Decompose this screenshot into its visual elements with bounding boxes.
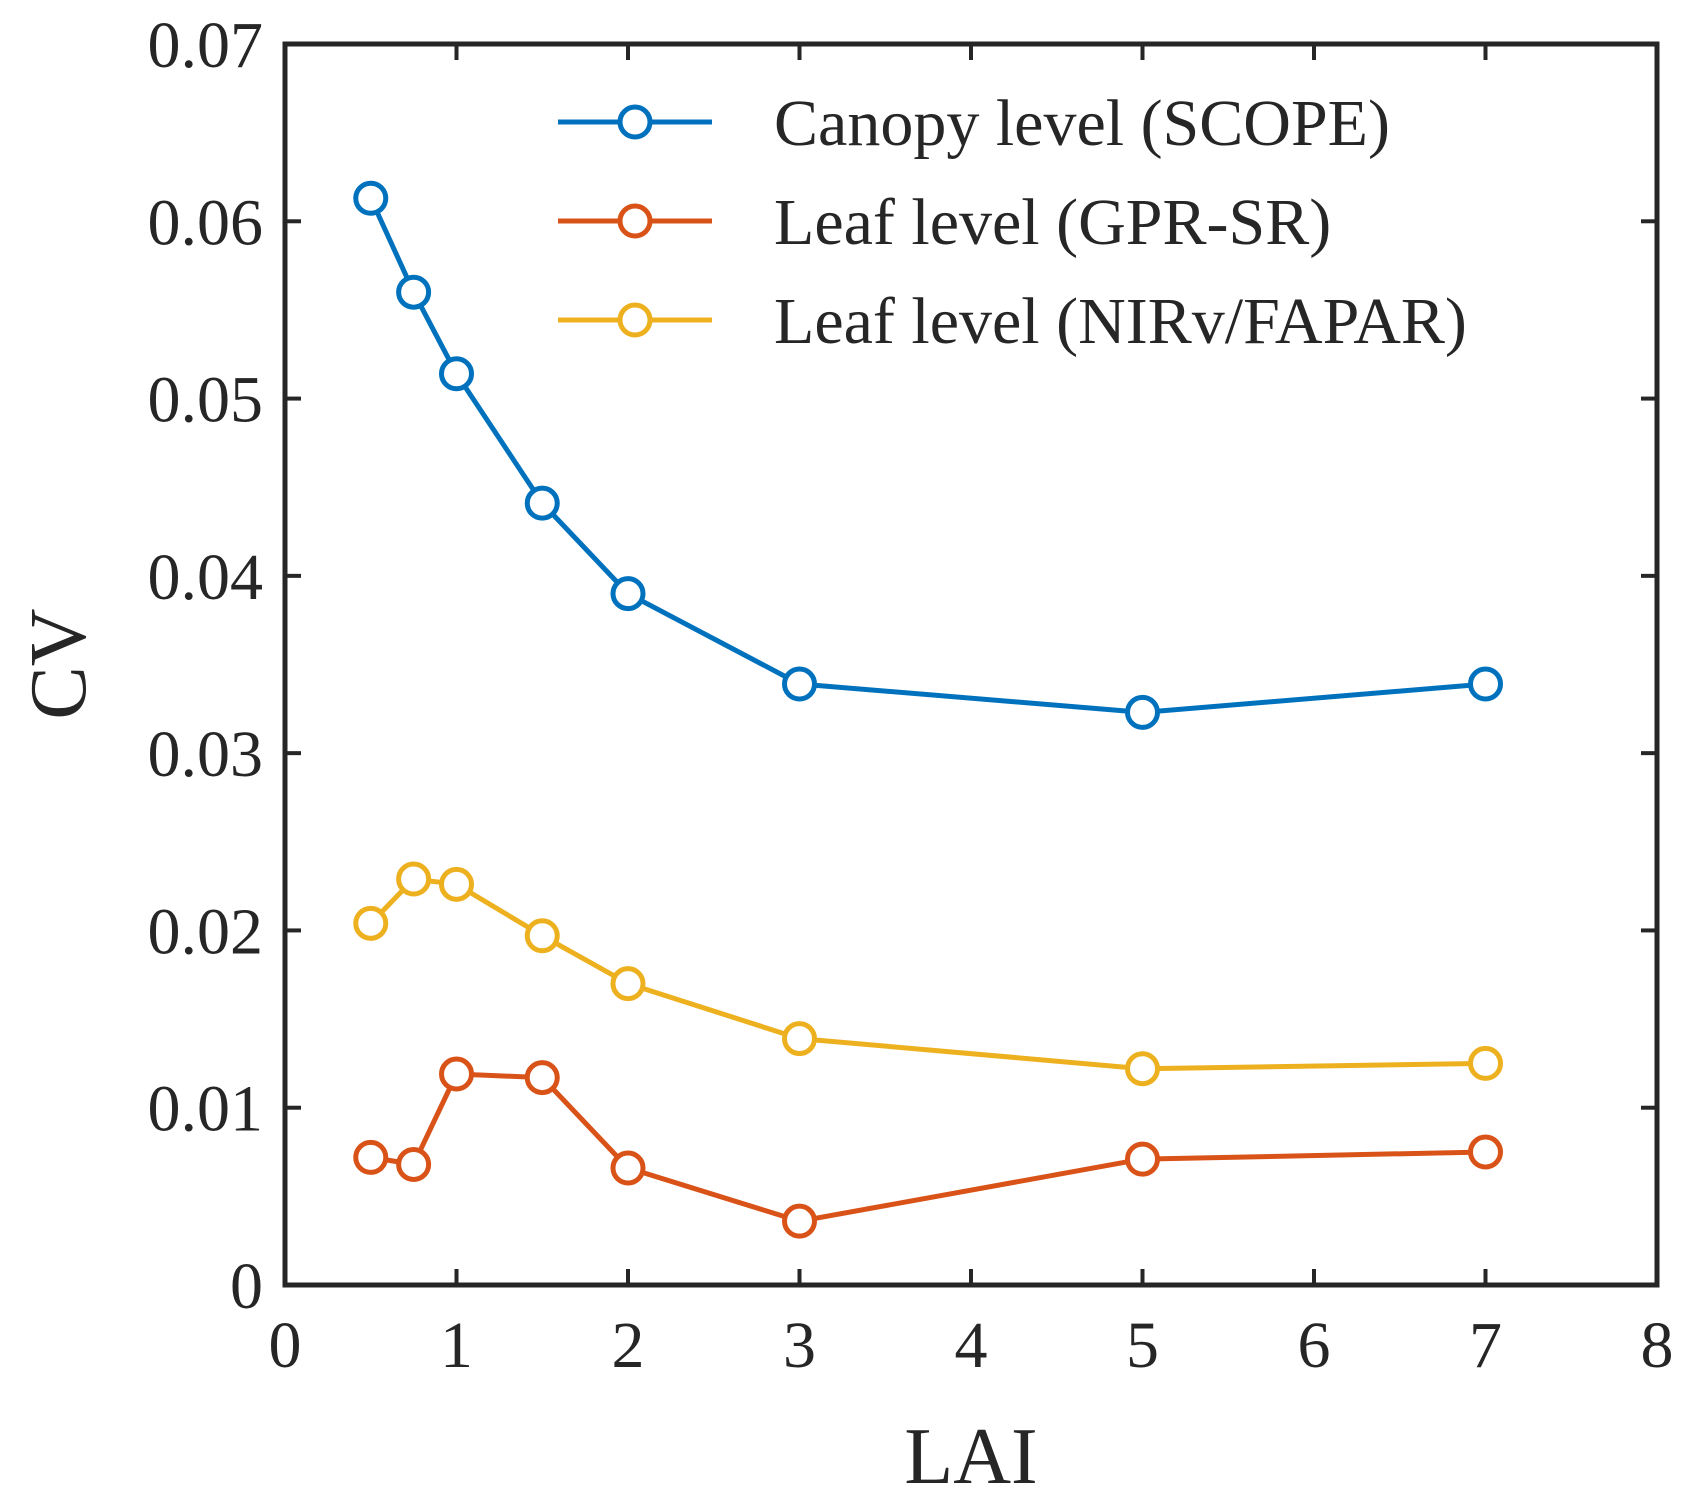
y-tick-label: 0.05 [148,364,264,437]
y-axis-label: CV [15,608,103,719]
data-point [610,1150,646,1186]
y-tick-label: 0.01 [148,1073,264,1146]
data-point [782,1203,817,1239]
x-axis-label: LAI [904,1413,1037,1501]
ticks-layer: 0 1 2 3 4 5 6 7 8 0 0.01 0.02 0.03 0.04 0.05 0.06 0.07 [148,9,1674,1382]
data-point [396,861,432,897]
legend-label: Leaf level (NIRv/FAPAR) [774,285,1467,358]
y-tick-label: 0.02 [148,895,264,968]
x-tick-label: 4 [955,1309,988,1382]
y-tick-label: 0.04 [148,541,264,614]
data-point [439,1056,474,1092]
data-point [439,866,474,902]
data-point [610,966,646,1002]
data-point [1125,1141,1160,1177]
x-tick-label: 1 [440,1309,473,1382]
y-tick-label: 0.03 [148,718,264,791]
data-point [782,666,817,702]
data-point [1125,1051,1160,1087]
x-tick-label: 8 [1641,1309,1674,1382]
legend-marker [617,104,653,140]
data-point [1468,666,1503,702]
data-point [353,1139,389,1175]
x-tick-label: 3 [783,1309,816,1382]
data-point [439,356,474,392]
x-tick-label: 7 [1469,1309,1502,1382]
data-point [524,918,560,954]
data-point [782,1021,817,1057]
legend: Canopy level (SCOPE) Leaf level (GPR-SR) L… [558,87,1467,358]
x-tick-label: 0 [269,1309,302,1382]
y-tick-label: 0 [230,1250,263,1323]
legend-marker [617,302,653,338]
x-tick-label: 5 [1126,1309,1159,1382]
x-tick-label: 6 [1298,1309,1331,1382]
data-point [1468,1134,1503,1170]
series-layer [353,180,1503,1239]
data-point [524,1060,560,1096]
data-point [1125,694,1160,730]
data-point [610,576,646,612]
data-point [1468,1045,1503,1081]
y-tick-label: 0.07 [148,9,264,82]
data-point [353,180,389,216]
data-point [524,485,560,521]
legend-label: Canopy level (SCOPE) [774,87,1390,160]
legend-label: Leaf level (GPR-SR) [774,186,1331,259]
x-tick-label: 2 [612,1309,645,1382]
axes-box [282,41,1660,1288]
y-tick-label: 0.06 [148,186,264,259]
data-point [353,905,389,941]
data-point [396,1146,432,1182]
legend-marker [617,203,653,239]
data-point [396,274,432,310]
